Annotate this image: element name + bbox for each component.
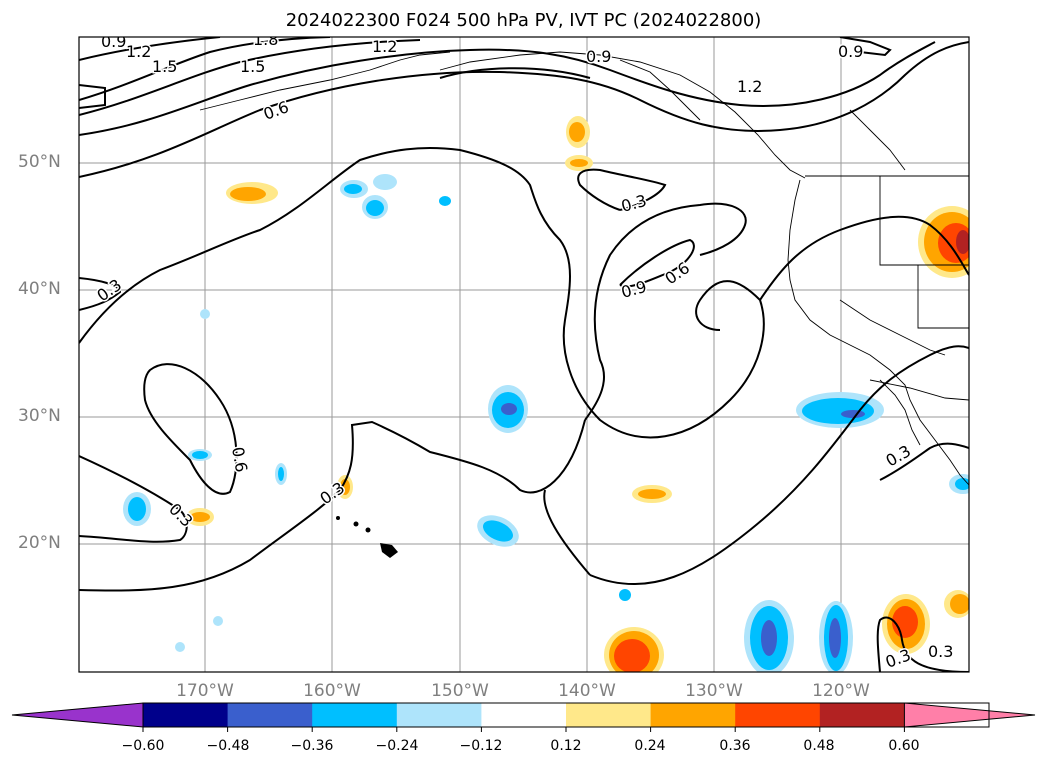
- colorbar-cell: [650, 703, 736, 727]
- contour-label: 1.2: [372, 37, 397, 56]
- colorbar-tick-label: 0.12: [550, 738, 582, 754]
- colorbar-cell: [566, 703, 652, 727]
- contour-label: 0.9: [838, 42, 863, 61]
- colorbar-tick-label: −0.48: [206, 738, 250, 754]
- map-title: 2024022300 F024 500 hPa PV, IVT PC (2024…: [285, 10, 762, 31]
- plot-area: [79, 37, 969, 672]
- lon-label-140w: 140°W: [558, 681, 616, 701]
- lat-label-20n: 20°N: [18, 533, 61, 553]
- lat-label-30n: 30°N: [18, 406, 61, 426]
- colorbar-tick-label: −0.36: [290, 738, 334, 754]
- lon-label-130w: 130°W: [685, 681, 743, 701]
- colorbar-cell: [819, 703, 905, 727]
- contour-label: 1.5: [152, 57, 177, 76]
- lat-label-40n: 40°N: [18, 279, 61, 299]
- colorbar-extend-low: [11, 702, 144, 728]
- colorbar-cell: [735, 703, 821, 727]
- colorbar-extend-high: [903, 702, 1036, 728]
- colorbar-tick-label: −0.60: [121, 738, 165, 754]
- contour-label: 0.9: [101, 32, 126, 51]
- contour-label: 1.2: [737, 77, 762, 96]
- lon-label-170w: 170°W: [176, 681, 234, 701]
- contour-label: 1.2: [126, 42, 151, 61]
- lon-label-120w: 120°W: [812, 681, 870, 701]
- plot-frame: [78, 36, 970, 673]
- colorbar-tick-label: −0.24: [375, 738, 419, 754]
- colorbar-cell: [396, 703, 482, 727]
- lat-lon-gridlines: [79, 37, 969, 672]
- colorbar-cell: [312, 703, 398, 727]
- colorbar-tick-label: 0.60: [888, 738, 920, 754]
- colorbar-tick-label: −0.12: [459, 738, 503, 754]
- contour-label: 0.9: [586, 47, 611, 66]
- colorbar-tick-label: 0.36: [719, 738, 751, 754]
- ivt-negative-shading: [123, 174, 969, 672]
- lat-label-50n: 50°N: [18, 152, 61, 172]
- colorbar-cell: [227, 703, 313, 727]
- lon-label-150w: 150°W: [431, 681, 489, 701]
- colorbar-cell: [481, 703, 567, 727]
- contour-label: 1.8: [253, 30, 278, 49]
- contour-label: 1.5: [240, 57, 265, 76]
- hawaiian-islands: [336, 516, 398, 558]
- coastlines: [199, 51, 969, 486]
- lon-label-160w: 160°W: [303, 681, 361, 701]
- contour-label: 0.3: [928, 642, 953, 661]
- colorbar-tick-label: 0.24: [634, 738, 666, 754]
- ivt-positive-shading: [186, 116, 969, 672]
- colorbar: [11, 702, 1036, 732]
- colorbar-cell: [143, 703, 229, 727]
- colorbar-tick-label: 0.48: [803, 738, 835, 754]
- pv-contours: [79, 37, 969, 672]
